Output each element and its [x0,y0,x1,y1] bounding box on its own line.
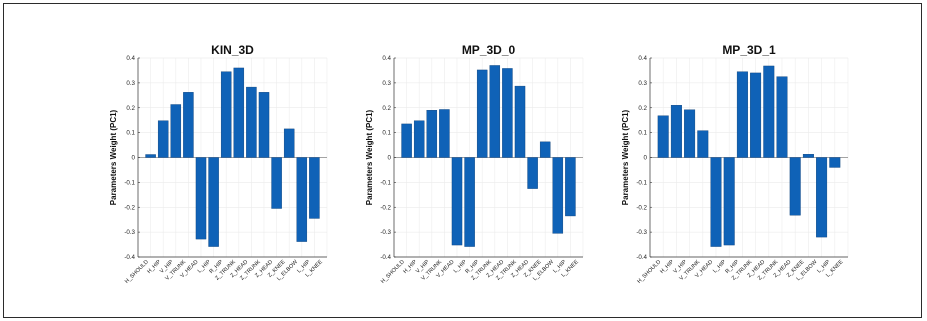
bar [195,157,207,240]
y-tick-label: -0.1 [636,179,647,186]
bar [670,105,682,158]
bar [283,128,295,158]
bar [789,157,801,216]
y-tick-label: 0.2 [126,105,135,112]
y-axis-label: Parameters Weight (PC1) [621,109,630,205]
bar [710,157,722,247]
bar [439,109,450,158]
y-tick-label: -0.4 [380,254,391,261]
y-tick-label: -0.4 [124,254,135,261]
bar [750,72,762,158]
bar [723,157,735,246]
y-tick-label: 0.1 [126,130,135,137]
y-tick-label: 0.2 [638,105,647,112]
bar [233,67,245,158]
bar [451,157,463,246]
y-tick-label: 0.4 [126,55,135,62]
x-tick-label: H_HIP [659,259,675,275]
y-tick-label: 0.3 [126,80,135,87]
y-tick-label: 0.4 [382,55,391,62]
bar [401,123,412,158]
bar [657,115,669,158]
bar [157,120,169,158]
bar [776,76,788,158]
bar [552,157,564,234]
x-tick-label: H_SHOULD [636,259,662,285]
chart-title: MP_3D_0 [462,43,516,57]
bar [464,157,475,247]
bar [802,154,814,158]
y-tick-label: 0.1 [638,130,647,137]
bar [170,104,182,158]
bar [246,86,257,158]
y-tick-label: -0.2 [124,204,135,211]
y-tick-label: 0.1 [382,130,391,137]
bar [413,120,425,158]
bar [145,154,156,158]
bar [220,71,232,158]
chart-title: KIN_3D [211,43,254,57]
bar [697,130,709,158]
y-tick-label: -0.3 [124,229,135,236]
bar [489,65,501,158]
bar [816,157,828,238]
bar [736,71,748,158]
y-tick-label: -0.1 [124,179,135,186]
y-tick-label: 0.2 [382,105,391,112]
y-tick-label: 0 [644,155,648,162]
bar [296,157,308,242]
bar [476,69,488,158]
bar [208,157,219,247]
bar [763,65,775,158]
bar [539,141,551,158]
y-tick-label: -0.1 [380,179,391,186]
bar [183,92,194,158]
y-tick-label: 0.4 [638,55,647,62]
chart-title: MP_3D_1 [722,43,776,57]
bar [502,68,513,158]
chart-panel-1: 0.40.30.20.10-0.1-0.2-0.3-0.4H_SHOULDH_H… [109,43,328,285]
y-tick-label: 0 [132,155,136,162]
bar [684,109,696,158]
y-tick-label: -0.3 [380,229,391,236]
y-tick-label: 0.3 [638,80,647,87]
bar [829,157,841,168]
y-tick-label: -0.3 [636,229,647,236]
y-axis-label: Parameters Weight (PC1) [365,109,374,205]
chart-panel-3: 0.4 0.3 0.2 0.1 0 -0.1 -0.2 -0.3 -0.4H_SHOULDH_H… [621,43,849,285]
x-tick-label: H_SHOULD [380,259,406,285]
figure-frame [3,3,922,318]
x-tick-label: H_SHOULD [124,259,150,285]
bar [514,85,526,158]
bar [258,92,270,158]
y-tick-label: -0.2 [636,204,647,211]
y-tick-label: -0.4 [636,254,647,261]
bar [309,157,320,219]
bar [271,157,282,209]
y-axis-label: Parameters Weight (PC1) [109,109,118,205]
y-tick-label: 0 [388,155,392,162]
bar [426,110,438,158]
chart-panel-2: 0.40.30.20.10-0.1-0.2-0.3-0.4H_SHOULDH_H… [365,43,584,285]
y-tick-label: 0.3 [382,80,391,87]
bar [527,157,538,189]
bar [565,157,576,217]
y-tick-label: -0.2 [380,204,391,211]
